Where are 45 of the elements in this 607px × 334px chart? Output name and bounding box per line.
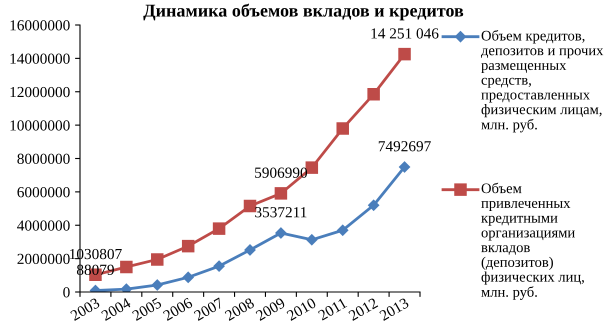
legend-label: Объем кредитов, депозитов и прочих размещенных средств, предоставленных физическим лицам, млн. руб. — [481, 30, 604, 132]
y-tick-label: 10000000 — [10, 120, 70, 131]
point — [398, 48, 411, 60]
point — [367, 88, 380, 101]
chart-title: Динамика объемов вкладов и кредитов — [143, 4, 464, 20]
point — [213, 260, 225, 272]
point — [120, 260, 133, 274]
x-tick-label: 2009 — [255, 297, 286, 321]
y-tick-label: 8000000 — [17, 154, 70, 164]
point — [151, 253, 164, 266]
point — [398, 161, 410, 173]
data-label: 7492697 — [378, 141, 431, 152]
point — [275, 227, 287, 239]
legend-label: Объем привлеченных кредитными организациями вкладов (депозитов) физических лиц, млн. руб. — [481, 182, 584, 300]
y-tick-label: 6000000 — [17, 187, 70, 198]
y-tick-label: 12000000 — [10, 86, 70, 98]
point — [274, 187, 288, 200]
x-tick-label: 2008 — [224, 297, 255, 321]
point — [337, 224, 348, 236]
x-tick-label: 2003 — [70, 297, 100, 321]
y-tick-label: 0 — [63, 287, 70, 298]
x-tick-label: 2004 — [100, 297, 132, 321]
point — [306, 234, 318, 246]
point — [336, 122, 349, 135]
y-tick-label: 16000000 — [10, 20, 70, 30]
point — [368, 200, 380, 211]
point — [244, 200, 256, 212]
x-tick-label: 2012 — [348, 298, 378, 321]
point — [152, 279, 163, 291]
x-tick-label: 2007 — [193, 297, 224, 321]
point — [212, 222, 226, 235]
data-label: 14 251 046 — [372, 28, 438, 39]
point — [182, 272, 194, 283]
y-tick-label: 2000000 — [17, 254, 70, 264]
point — [306, 161, 318, 174]
x-tick-label: 2006 — [162, 297, 194, 321]
x-tick-label: 2010 — [286, 297, 317, 321]
x-tick-label: 2005 — [132, 297, 162, 321]
y-tick-label: 14000000 — [10, 54, 70, 64]
y-tick-label: 4000000 — [17, 220, 70, 231]
point — [244, 244, 256, 256]
data-label: 3537211 — [255, 207, 306, 218]
x-tick-label: 2011 — [318, 298, 348, 321]
point — [182, 240, 194, 252]
x-tick-label: 2013 — [378, 297, 410, 321]
